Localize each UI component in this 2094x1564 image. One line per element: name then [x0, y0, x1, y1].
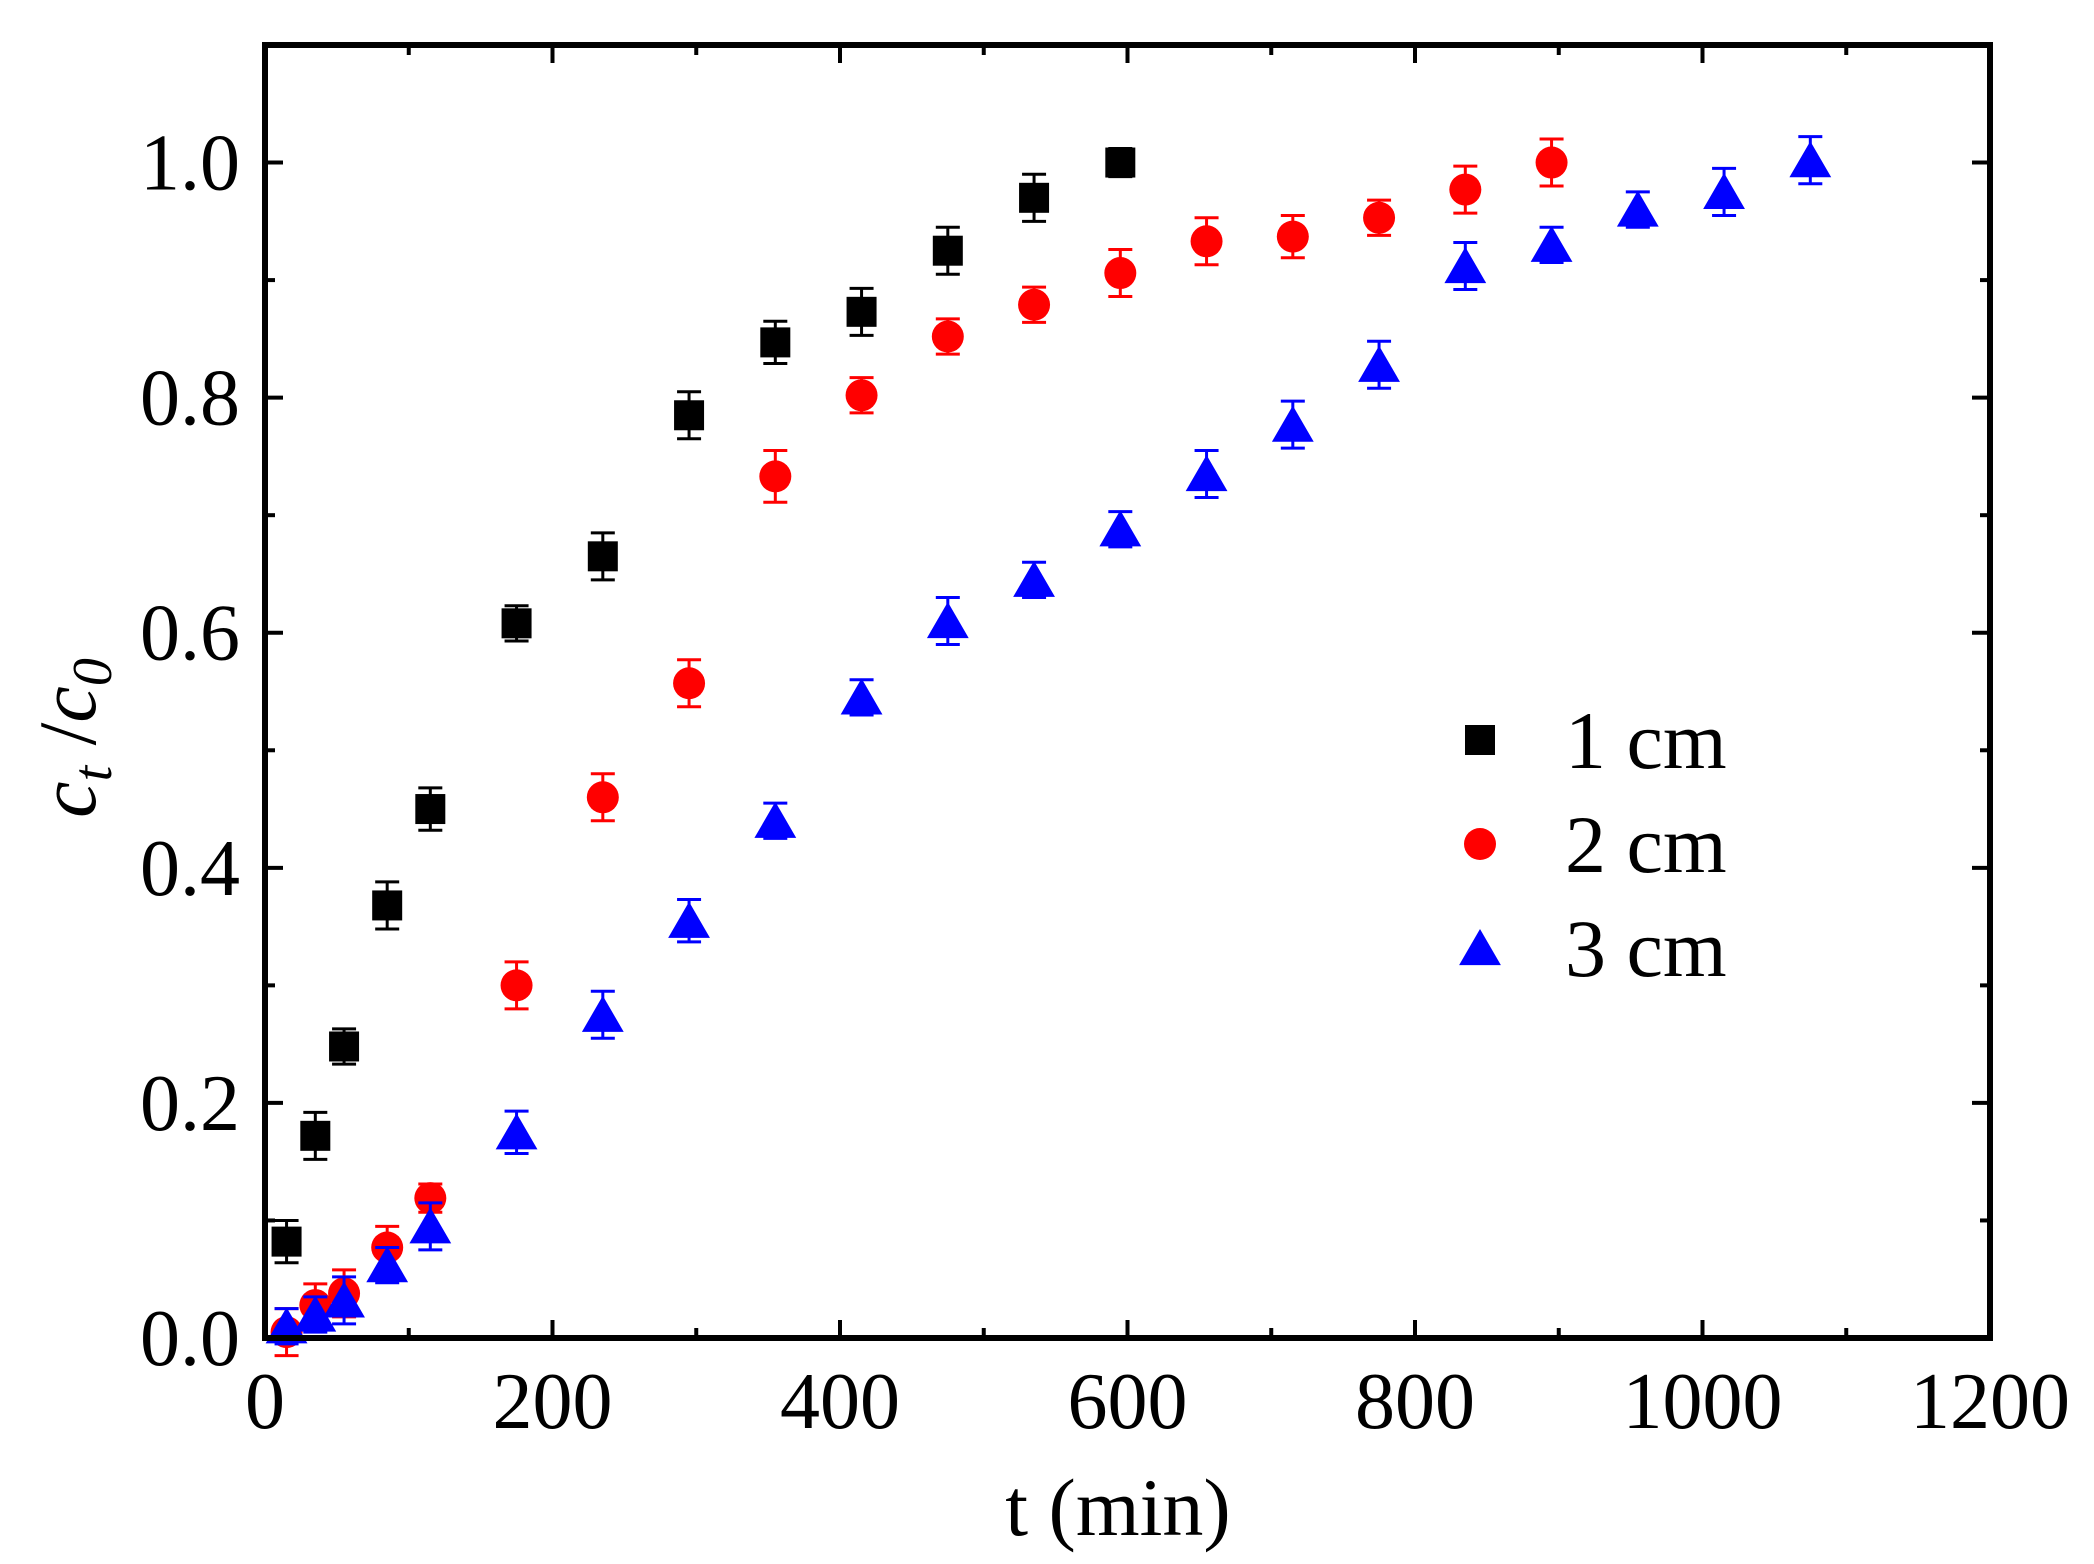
data-point	[846, 296, 877, 327]
y-tick-label: 0.6	[140, 590, 240, 678]
y-axis-title-c: c	[22, 781, 113, 817]
y-tick-label: 0.0	[140, 1295, 240, 1383]
data-point	[1018, 288, 1051, 321]
data-point	[414, 1182, 447, 1215]
data-point	[323, 1281, 365, 1318]
data-point	[754, 801, 797, 838]
data-point	[840, 678, 883, 715]
series-3-cm	[265, 135, 1832, 1346]
data-point	[501, 608, 532, 639]
data-point	[1104, 257, 1137, 290]
legend-marker-2-cm	[1464, 828, 1496, 860]
data-point	[1535, 146, 1568, 179]
y-axis-title-0-subscript: 0	[62, 658, 124, 686]
x-tick-label: 1000	[1623, 1358, 1783, 1446]
y-tick-label: 0.2	[140, 1060, 240, 1148]
data-point	[366, 1246, 409, 1283]
data-point	[926, 601, 969, 639]
data-point	[409, 1207, 452, 1244]
data-point	[265, 1307, 308, 1344]
x-tick-label: 200	[493, 1358, 613, 1446]
data-point	[1363, 201, 1396, 234]
y-axis-title-t-subscript: t	[62, 764, 124, 781]
data-point	[271, 1226, 302, 1257]
data-point	[294, 1295, 337, 1332]
x-tick-label: 800	[1355, 1358, 1475, 1446]
data-point	[415, 794, 446, 825]
y-tick-label: 0.8	[140, 355, 240, 443]
data-point	[1019, 182, 1050, 213]
y-tick-label: 1.0	[140, 120, 240, 208]
x-tick-label: 1200	[1910, 1358, 2070, 1446]
data-point	[587, 541, 618, 572]
x-tick-label: 600	[1068, 1358, 1188, 1446]
data-point	[1444, 246, 1487, 284]
data-point	[845, 379, 878, 412]
x-tick-label: 0	[245, 1358, 285, 1446]
data-point	[500, 969, 533, 1002]
data-point	[932, 235, 963, 266]
data-point	[1105, 147, 1136, 178]
y-tick-label: 0.4	[140, 825, 240, 913]
data-point	[674, 400, 705, 431]
data-point	[1276, 220, 1309, 253]
data-point	[329, 1031, 360, 1062]
data-point	[931, 320, 964, 353]
y-axis-title-c0: c	[22, 686, 113, 722]
data-point	[760, 327, 791, 358]
data-point	[1358, 345, 1400, 382]
data-point	[673, 667, 706, 700]
plot-area	[265, 135, 1832, 1358]
series-1-cm	[271, 146, 1136, 1265]
x-tick-label: 400	[780, 1358, 900, 1446]
data-point	[1703, 172, 1745, 210]
legend-label-3-cm: 3 cm	[1565, 903, 1727, 994]
axes: 0 200 400 600 800 1000 1200 0.0 0.2 0.4 0.6 0.8 1.0	[140, 42, 2070, 1446]
legend-marker-3-cm	[1459, 929, 1501, 966]
data-point	[1530, 225, 1573, 262]
data-point	[300, 1120, 331, 1151]
data-point	[1190, 225, 1223, 258]
legend-label-2-cm: 2 cm	[1565, 799, 1727, 890]
series-2-cm	[270, 137, 1568, 1358]
x-axis-title: t (min)	[1005, 1462, 1230, 1553]
y-axis-title: ct /c0	[22, 658, 124, 818]
data-point	[668, 901, 710, 938]
data-point	[1616, 190, 1659, 227]
legend-label-1-cm: 1 cm	[1565, 695, 1727, 786]
data-point	[1185, 455, 1228, 492]
data-point	[586, 781, 619, 814]
data-point	[495, 1113, 538, 1150]
data-point	[1271, 405, 1314, 442]
data-point	[1449, 173, 1482, 206]
data-point	[1099, 510, 1142, 547]
legend-marker-1-cm	[1465, 725, 1495, 755]
data-point	[581, 995, 624, 1032]
data-point	[759, 460, 792, 493]
data-point	[1013, 560, 1055, 597]
y-axis-title-slash: /	[22, 722, 113, 766]
data-point	[372, 890, 403, 921]
data-point	[1789, 141, 1832, 178]
legend: 1 cm 2 cm 3 cm	[1459, 695, 1727, 994]
